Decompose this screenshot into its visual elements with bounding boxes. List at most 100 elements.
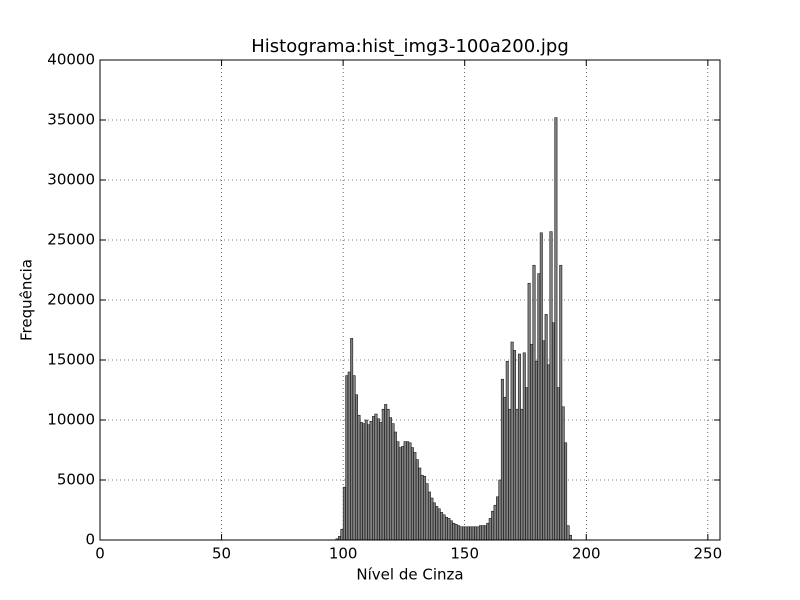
bar (389, 417, 393, 541)
bar (498, 479, 502, 541)
bar (415, 459, 419, 541)
bar (372, 416, 375, 541)
bar (462, 526, 465, 541)
x-tick-label: 100 (329, 545, 358, 563)
bar (491, 510, 495, 541)
bar (569, 534, 572, 541)
bar (457, 525, 461, 541)
y-tick-label: 15000 (47, 351, 95, 369)
y-tick-label: 35000 (47, 111, 95, 129)
bar (364, 419, 368, 541)
bar (449, 520, 453, 541)
bar (425, 483, 429, 541)
bar (423, 476, 427, 541)
x-tick-label: 250 (694, 545, 723, 563)
y-tick-label: 40000 (47, 51, 95, 69)
bar (564, 442, 568, 541)
bar (517, 353, 521, 541)
bar (393, 431, 397, 541)
bar (525, 387, 529, 541)
bar (486, 522, 490, 541)
bar (483, 525, 487, 541)
y-axis-label: Frequência (18, 259, 36, 341)
bar (539, 232, 543, 541)
bar (522, 352, 526, 541)
bar (408, 442, 412, 541)
bar (488, 518, 492, 541)
bar (406, 441, 410, 541)
x-tick-label: 0 (95, 545, 105, 563)
bar (376, 418, 380, 541)
bar (464, 526, 468, 541)
plot-frame (99, 59, 721, 541)
bar (454, 524, 458, 541)
bar (469, 526, 473, 541)
bar (554, 117, 558, 541)
chart-title: Histograma:hist_img3-100a200.jpg (251, 36, 569, 57)
bar (437, 508, 441, 541)
bar (515, 408, 519, 541)
bar (556, 387, 560, 541)
bar (384, 404, 388, 541)
bar (513, 350, 517, 541)
bar (432, 502, 436, 541)
bar (471, 526, 475, 541)
bar (459, 526, 463, 541)
bar (551, 322, 555, 541)
y-tick-label: 5000 (57, 471, 95, 489)
bar (420, 474, 424, 541)
bar (481, 525, 485, 541)
bar (493, 504, 497, 541)
bar (537, 273, 541, 541)
bar (452, 522, 456, 541)
bar (447, 518, 451, 541)
bar (566, 525, 570, 541)
bar (559, 264, 563, 541)
bar (479, 525, 482, 541)
bar (503, 396, 507, 541)
bar (532, 264, 536, 541)
bar (355, 394, 358, 541)
bar (350, 338, 354, 541)
bar (381, 408, 385, 541)
bar (340, 528, 344, 541)
bar (357, 414, 361, 541)
bar (342, 486, 346, 541)
y-tick-label: 30000 (47, 171, 95, 189)
y-tick-label: 10000 (47, 411, 95, 429)
bar (410, 447, 414, 541)
bar (547, 364, 551, 541)
x-tick-label: 150 (450, 545, 479, 563)
bar (542, 340, 546, 541)
bar (430, 497, 434, 541)
bar (505, 360, 509, 541)
bar (338, 536, 341, 541)
bar (347, 371, 351, 541)
bar (401, 446, 405, 541)
bar (508, 408, 512, 541)
bar (369, 420, 373, 541)
bar (352, 375, 356, 541)
bar (418, 467, 422, 541)
bar (520, 408, 524, 541)
bar (367, 424, 371, 541)
bar (466, 526, 470, 541)
bar (544, 314, 548, 541)
bar (391, 423, 395, 541)
y-tick-label: 20000 (47, 291, 95, 309)
bar (435, 506, 439, 541)
bar (374, 413, 378, 541)
bar (445, 516, 448, 541)
bar (379, 422, 383, 541)
bar (527, 282, 531, 541)
bar (476, 526, 480, 541)
bar (561, 406, 565, 541)
bar (440, 512, 444, 541)
bar (510, 341, 514, 541)
bar (403, 441, 407, 541)
bar (386, 408, 390, 541)
x-tick-label: 50 (212, 545, 231, 563)
bar (362, 423, 366, 541)
bar (345, 375, 349, 541)
